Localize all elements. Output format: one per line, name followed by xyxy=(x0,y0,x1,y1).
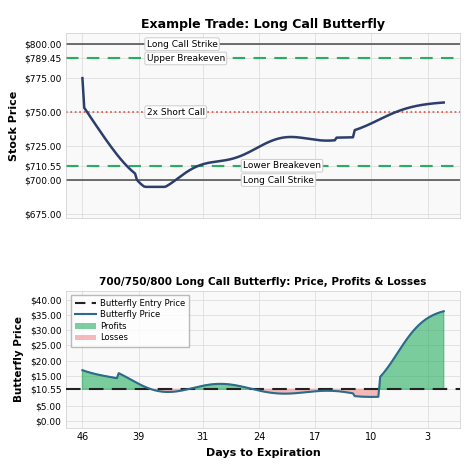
Text: 2x Short Call: 2x Short Call xyxy=(146,108,205,116)
Y-axis label: Butterfly Price: Butterfly Price xyxy=(14,316,24,402)
Text: Upper Breakeven: Upper Breakeven xyxy=(146,54,225,63)
Text: Long Call Strike: Long Call Strike xyxy=(243,176,314,185)
Legend: Butterfly Entry Price, Butterfly Price, Profits, Losses: Butterfly Entry Price, Butterfly Price, … xyxy=(71,294,189,347)
Title: 700/750/800 Long Call Butterfly: Price, Profits & Losses: 700/750/800 Long Call Butterfly: Price, … xyxy=(100,277,427,287)
Title: Example Trade: Long Call Butterfly: Example Trade: Long Call Butterfly xyxy=(141,18,385,31)
X-axis label: Days to Expiration: Days to Expiration xyxy=(206,448,320,458)
Text: Long Call Strike: Long Call Strike xyxy=(146,39,218,48)
Y-axis label: Stock Price: Stock Price xyxy=(9,91,18,161)
Text: Lower Breakeven: Lower Breakeven xyxy=(243,161,321,170)
